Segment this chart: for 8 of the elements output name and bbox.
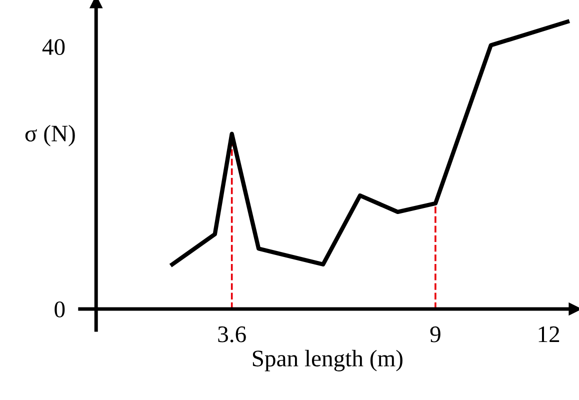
y-axis-title: σ (N) bbox=[25, 124, 75, 146]
x-tick-label: 12 bbox=[538, 326, 560, 342]
x-tick-label: 9 bbox=[430, 326, 440, 342]
x-tick-label: 3.6 bbox=[218, 326, 246, 342]
y-tick-label: 40 bbox=[42, 39, 65, 56]
line-series bbox=[170, 20, 570, 266]
y-tick-label: 0 bbox=[54, 302, 65, 318]
x-axis-title: Span length (m) bbox=[252, 350, 402, 372]
